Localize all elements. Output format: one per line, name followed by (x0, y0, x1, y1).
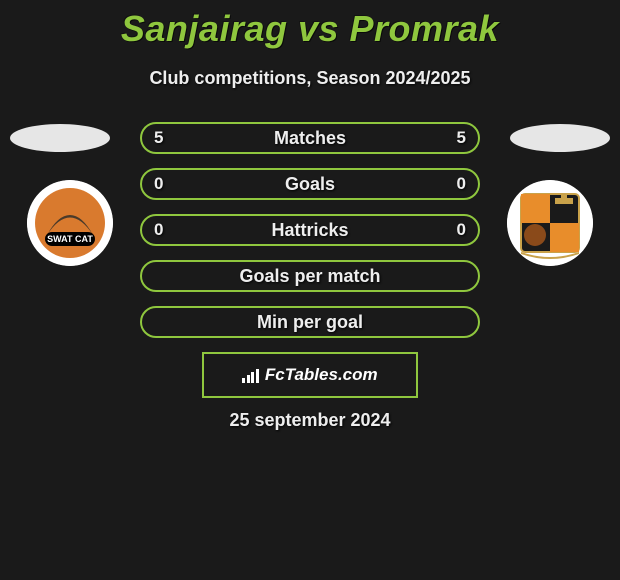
stat-label: Goals (285, 174, 335, 195)
player-oval-left (10, 124, 110, 152)
stat-label: Min per goal (257, 312, 363, 333)
club-logo-right (507, 180, 593, 266)
brand-link[interactable]: FcTables.com (202, 352, 418, 398)
bar-chart-icon (242, 367, 259, 383)
brand-text: FcTables.com (265, 365, 378, 385)
stat-row-hattricks: 0 Hattricks 0 (140, 214, 480, 246)
club-badge-right (500, 180, 600, 266)
stat-left-value: 5 (154, 128, 163, 148)
player-oval-right (510, 124, 610, 152)
footer-date: 25 september 2024 (0, 410, 620, 431)
stat-row-goals-per-match: Goals per match (140, 260, 480, 292)
stat-right-value: 5 (457, 128, 466, 148)
stats-panel: 5 Matches 5 0 Goals 0 0 Hattricks 0 Goal… (140, 122, 480, 352)
stat-label: Matches (274, 128, 346, 149)
stat-label: Hattricks (271, 220, 348, 241)
club-logo-left: SWAT CAT (27, 180, 113, 266)
club-badge-left: SWAT CAT (20, 180, 120, 266)
svg-text:SWAT CAT: SWAT CAT (47, 234, 93, 244)
stat-left-value: 0 (154, 174, 163, 194)
stat-row-min-per-goal: Min per goal (140, 306, 480, 338)
page-title: Sanjairag vs Promrak (0, 0, 620, 50)
season-subtitle: Club competitions, Season 2024/2025 (0, 68, 620, 89)
stat-left-value: 0 (154, 220, 163, 240)
stat-row-goals: 0 Goals 0 (140, 168, 480, 200)
stat-label: Goals per match (239, 266, 380, 287)
stat-row-matches: 5 Matches 5 (140, 122, 480, 154)
stat-right-value: 0 (457, 174, 466, 194)
stat-right-value: 0 (457, 220, 466, 240)
